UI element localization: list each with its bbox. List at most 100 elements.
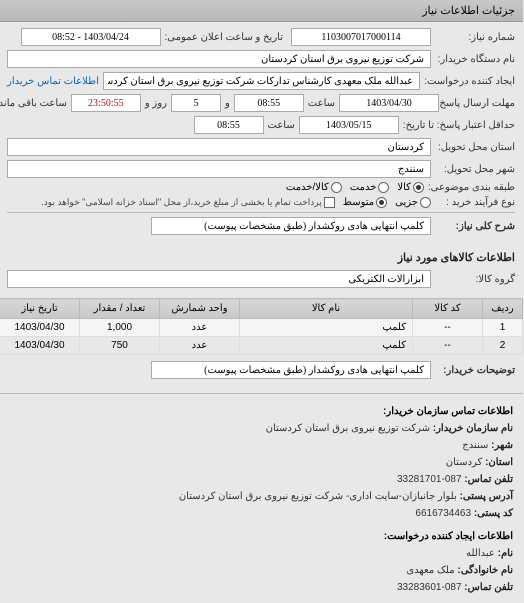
- form-area: شماره نیاز: تاریخ و ساعت اعلان عمومی: نا…: [0, 22, 524, 245]
- info-value: سنندج: [463, 440, 489, 451]
- items-table: ردیف کد کالا نام کالا واحد شمارش تعداد /…: [0, 298, 524, 355]
- input-deadline-time[interactable]: [235, 94, 305, 112]
- label-buyer-notes: توضیحات خریدار:: [436, 365, 516, 376]
- checkbox-label: پرداخت تمام یا بخشی از مبلغ خرید،از محل …: [42, 197, 322, 208]
- contact-section: اطلاعات تماس سازمان خریدار: نام سازمان خ…: [0, 398, 524, 529]
- info-value: شرکت توزیع نیروی برق استان کردستان: [267, 423, 431, 434]
- info-line: شهر: سنندج: [10, 438, 514, 454]
- info-label: نام سازمان خریدار:: [434, 423, 514, 434]
- th-5: تاریخ نیاز: [1, 299, 81, 319]
- radio-icon: [421, 197, 432, 208]
- label-city: شهر محل تحویل:: [436, 164, 516, 175]
- radio-budget-2[interactable]: کالا/خدمت: [287, 182, 343, 193]
- info-label: شهر:: [492, 440, 514, 451]
- radio-icon: [414, 182, 425, 193]
- info-label: آدرس پستی:: [461, 491, 514, 502]
- label-province: استان محل تحویل:: [436, 142, 516, 153]
- cell: کلمپ: [241, 337, 414, 355]
- table-header-row: ردیف کد کالا نام کالا واحد شمارش تعداد /…: [1, 299, 524, 319]
- radio-pay-label-1: متوسط: [344, 197, 375, 208]
- info-value: ملک معهدی: [407, 565, 455, 576]
- th-1: کد کالا: [414, 299, 484, 319]
- requester-title: اطلاعات ایجاد کننده درخواست:: [10, 529, 514, 545]
- radio-icon: [377, 197, 388, 208]
- info-line: آدرس پستی: بلوار جانبازان-سایت اداری- شر…: [10, 489, 514, 505]
- info-label: کد پستی:: [475, 508, 514, 519]
- row-payment-type: نوع فرآیند خرید : جزیی متوسط پرداخت تمام…: [8, 197, 516, 208]
- divider: [8, 212, 516, 213]
- radio-payment-0[interactable]: جزیی: [396, 197, 432, 208]
- table-row[interactable]: 1 -- کلمپ عدد 1,000 1403/04/30: [1, 319, 524, 337]
- info-line: نام خانوادگی: ملک معهدی: [10, 563, 514, 579]
- info-line: نام: عبدالله: [10, 546, 514, 562]
- label-need-number: شماره نیاز:: [436, 32, 516, 43]
- checkbox-icon: [325, 197, 336, 208]
- input-items-group[interactable]: [8, 270, 432, 288]
- cell: 1403/04/30: [1, 319, 81, 337]
- label-min-valid-time: ساعت: [269, 120, 296, 131]
- row-min-valid: حداقل اعتبار پاسخ: تا تاریخ: ساعت: [8, 116, 516, 134]
- info-line: تلفن تماس: 087-33281701: [10, 472, 514, 488]
- input-need-desc[interactable]: [152, 217, 432, 235]
- label-remain-end: ساعت باقی مانده: [0, 98, 68, 109]
- cell: کلمپ: [241, 319, 414, 337]
- th-4: تعداد / مقدار: [81, 299, 161, 319]
- cell: --: [414, 337, 484, 355]
- label-min-valid: حداقل اعتبار پاسخ: تا تاریخ:: [404, 120, 516, 131]
- input-deadline-date[interactable]: [340, 94, 440, 112]
- label-buyer-org: نام دستگاه خریدار:: [436, 54, 516, 65]
- row-province: استان محل تحویل:: [8, 138, 516, 156]
- th-2: نام کالا: [241, 299, 414, 319]
- info-line: کد پستی: 6616734463: [10, 506, 514, 522]
- info-label: نام خانوادگی:: [458, 565, 514, 576]
- input-announce-dt[interactable]: [22, 28, 162, 46]
- th-0: ردیف: [484, 299, 524, 319]
- row-city: شهر محل تحویل:: [8, 160, 516, 178]
- label-deadline-time: ساعت: [309, 98, 336, 109]
- label-deadline: مهلت ارسال پاسخ: تا تاریخ:: [444, 98, 516, 109]
- input-need-number[interactable]: [292, 28, 432, 46]
- radio-group-payment: جزیی متوسط پرداخت تمام یا بخشی از مبلغ خ…: [42, 197, 432, 208]
- radio-budget-1[interactable]: خدمت: [351, 182, 391, 193]
- input-buyer-notes[interactable]: [152, 361, 432, 379]
- contact-title: اطلاعات تماس سازمان خریدار:: [10, 404, 514, 420]
- items-section-title: اطلاعات کالاهای مورد نیاز: [0, 245, 524, 270]
- table-row[interactable]: 2 -- کلمپ عدد 750 1403/04/30: [1, 337, 524, 355]
- label-remain-and: و: [226, 98, 231, 109]
- cell: 750: [81, 337, 161, 355]
- info-value: کردستان: [447, 457, 484, 468]
- cell: عدد: [161, 337, 241, 355]
- input-buyer-org[interactable]: [8, 50, 432, 68]
- page-header: جزئیات اطلاعات نیاز: [0, 0, 524, 22]
- row-need-number: شماره نیاز: تاریخ و ساعت اعلان عمومی:: [8, 28, 516, 46]
- requester-section: اطلاعات ایجاد کننده درخواست: نام: عبدالل…: [0, 529, 524, 603]
- info-value: 087-33283601: [398, 582, 463, 593]
- info-label: تلفن تماس:: [465, 582, 514, 593]
- header-title: جزئیات اطلاعات نیاز: [423, 5, 516, 17]
- info-value: بلوار جانبازان-سایت اداری- شرکت توزیع نی…: [180, 491, 458, 502]
- label-requester: ایجاد کننده درخواست:: [425, 76, 516, 87]
- input-requester[interactable]: [104, 72, 421, 90]
- th-3: واحد شمارش: [161, 299, 241, 319]
- input-min-valid-time[interactable]: [195, 116, 265, 134]
- input-min-valid-date[interactable]: [300, 116, 400, 134]
- divider: [0, 393, 524, 394]
- cell: 1: [484, 319, 524, 337]
- radio-payment-1[interactable]: متوسط: [344, 197, 388, 208]
- radio-pay-label-0: جزیی: [396, 197, 419, 208]
- input-province[interactable]: [8, 138, 432, 156]
- input-city[interactable]: [8, 160, 432, 178]
- row-need-desc: شرح کلی نیاز:: [8, 217, 516, 235]
- row-deadline: مهلت ارسال پاسخ: تا تاریخ: ساعت و روز و …: [8, 94, 516, 112]
- label-remain-suffix: روز و: [146, 98, 168, 109]
- radio-budget-0[interactable]: کالا: [398, 182, 425, 193]
- input-remain-time[interactable]: [72, 94, 142, 112]
- checkbox-treasury[interactable]: پرداخت تمام یا بخشی از مبلغ خرید،از محل …: [42, 197, 335, 208]
- info-label: تلفن تماس:: [465, 474, 514, 485]
- info-line: تلفن تماس: 087-33283601: [10, 580, 514, 596]
- input-remain-days[interactable]: [172, 94, 222, 112]
- row-buyer-org: نام دستگاه خریدار:: [8, 50, 516, 68]
- link-contact-buyer[interactable]: اطلاعات تماس خریدار: [8, 76, 100, 87]
- radio-icon: [379, 182, 390, 193]
- info-value: 6616734463: [416, 508, 472, 519]
